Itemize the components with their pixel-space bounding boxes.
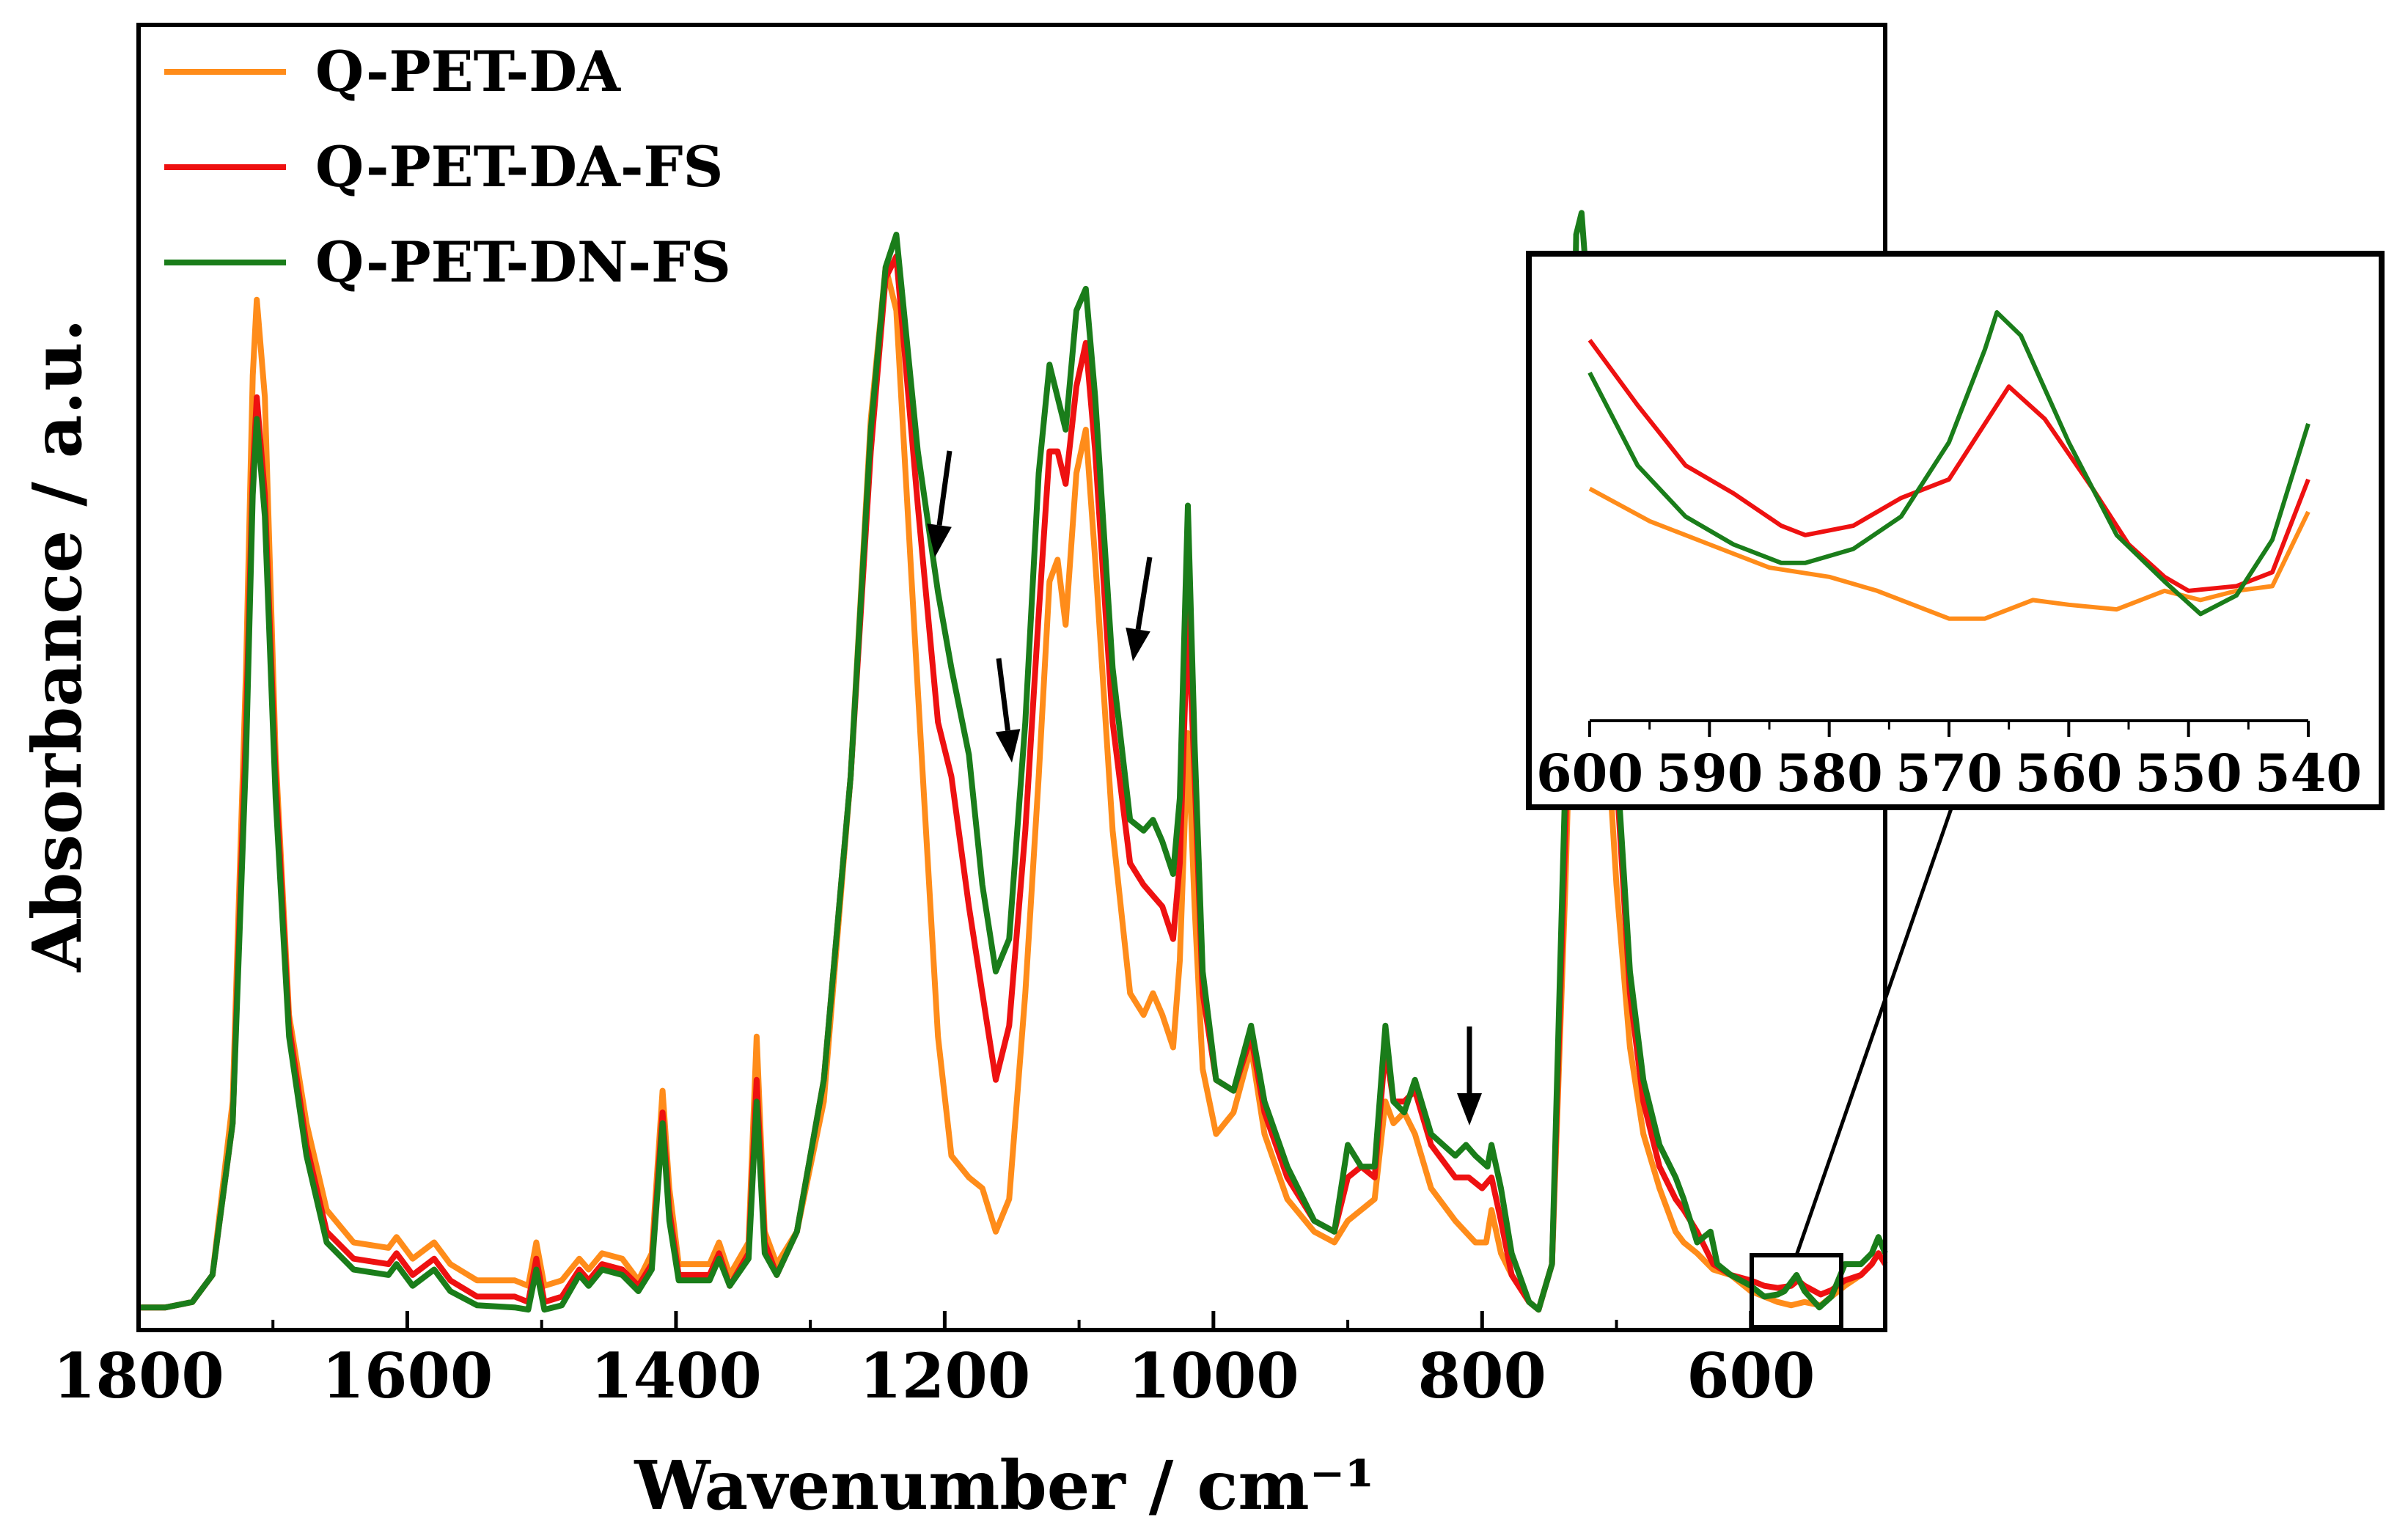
x-tick-label: 600 bbox=[1686, 1340, 1815, 1412]
inset-connector-line bbox=[1794, 806, 1954, 1256]
annotation-arrow-shaft bbox=[936, 450, 952, 526]
inset-series-line-q-pet-dn-fs bbox=[1587, 310, 2310, 617]
annotation-arrow-head bbox=[927, 524, 952, 557]
x-tick-label: 1600 bbox=[322, 1340, 493, 1412]
inset-x-tick-label: 540 bbox=[2255, 743, 2362, 804]
inset-x-tick-label: 600 bbox=[1536, 743, 1643, 804]
x-tick-label: 1800 bbox=[53, 1340, 224, 1412]
x-tick-label: 1200 bbox=[859, 1340, 1030, 1412]
x-axis-title: Wavenumber / cm⁻¹ bbox=[634, 1446, 1374, 1525]
x-tick-label: 1400 bbox=[590, 1340, 762, 1412]
series-line-q-pet-da bbox=[139, 264, 1888, 1313]
inset-series-line-q-pet-da bbox=[1588, 486, 2310, 621]
x-axis-ticks: 1800 1600 1400 1200 1000 800 600 bbox=[53, 1311, 1815, 1412]
inset-x-tick-label: 550 bbox=[2135, 743, 2242, 804]
main-series-group bbox=[139, 210, 1888, 1313]
inset-chart: 600 590 580 570 560 550 540 bbox=[1526, 251, 2385, 810]
legend-label-q-pet-da-fs: Q-PET-DA-FS bbox=[315, 134, 723, 199]
inset-x-tick-label: 570 bbox=[1895, 743, 2003, 804]
x-tick-label: 800 bbox=[1418, 1340, 1546, 1412]
y-axis-title: Absorbance / a.u. bbox=[18, 319, 97, 973]
annotation-arrows bbox=[927, 450, 1482, 1125]
inset-frame bbox=[1526, 251, 2385, 810]
annotation-arrow-shaft bbox=[996, 658, 1010, 731]
annotation-arrow-head bbox=[995, 729, 1021, 763]
legend-label-q-pet-da: Q-PET-DA bbox=[315, 39, 621, 104]
legend-label-q-pet-dn-fs: Q-PET-DN-FS bbox=[315, 229, 731, 295]
inset-x-tick-label: 590 bbox=[1656, 743, 1763, 804]
annotation-arrow-head bbox=[1457, 1093, 1482, 1125]
inset-x-tick-label: 580 bbox=[1776, 743, 1883, 804]
annotation-arrow-shaft bbox=[1135, 557, 1153, 631]
series-line-q-pet-dn-fs bbox=[139, 210, 1888, 1313]
x-tick-label: 1000 bbox=[1128, 1340, 1299, 1412]
inset-x-tick-label: 560 bbox=[2015, 743, 2122, 804]
legend: Q-PET-DA Q-PET-DA-FS Q-PET-DN-FS bbox=[164, 39, 731, 295]
inset-x-axis-ticks: 600 590 580 570 560 550 540 bbox=[1536, 721, 2362, 804]
annotation-arrow-head bbox=[1126, 627, 1150, 661]
inset-series-line-q-pet-da-fs bbox=[1587, 339, 2310, 593]
